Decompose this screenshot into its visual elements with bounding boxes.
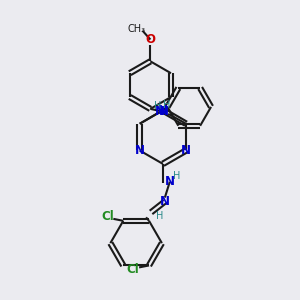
Text: N: N bbox=[160, 195, 170, 208]
Text: O: O bbox=[146, 33, 155, 46]
Text: CH₃: CH₃ bbox=[128, 24, 146, 34]
Text: Cl: Cl bbox=[127, 263, 140, 276]
Text: H: H bbox=[163, 100, 170, 110]
Text: H: H bbox=[173, 171, 180, 181]
Text: Cl: Cl bbox=[101, 210, 114, 224]
Text: H: H bbox=[154, 101, 161, 111]
Text: N: N bbox=[158, 104, 168, 117]
Text: H: H bbox=[156, 212, 164, 221]
Text: N: N bbox=[165, 175, 175, 188]
Text: N: N bbox=[135, 144, 145, 157]
Text: N: N bbox=[154, 105, 164, 119]
Text: N: N bbox=[181, 144, 191, 157]
Text: N: N bbox=[159, 105, 169, 119]
